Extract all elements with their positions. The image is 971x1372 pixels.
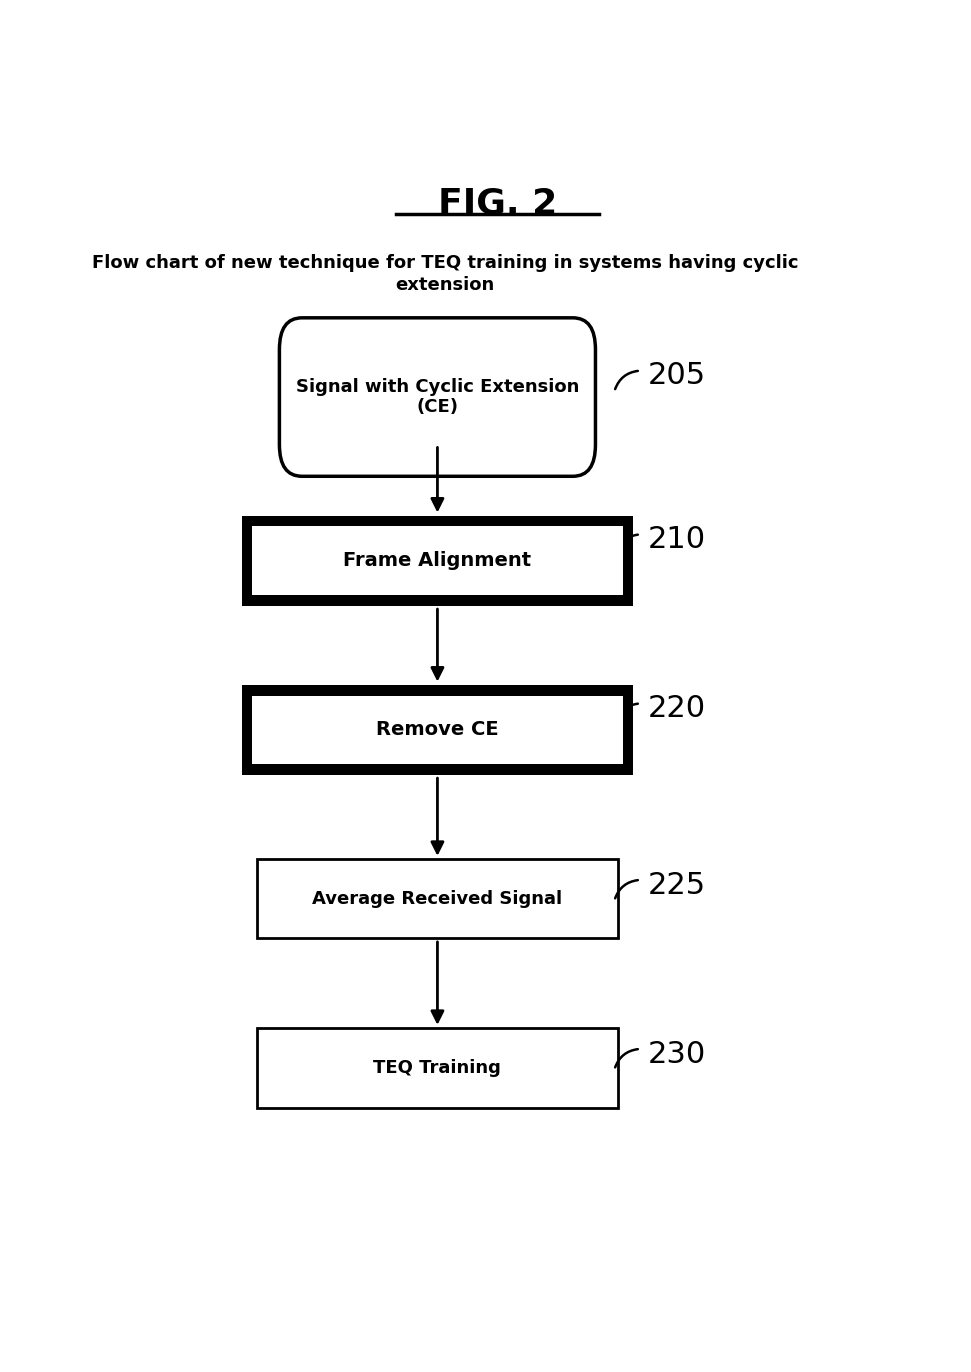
Text: TEQ Training: TEQ Training xyxy=(374,1059,501,1077)
Text: Signal with Cyclic Extension
(CE): Signal with Cyclic Extension (CE) xyxy=(296,377,579,417)
Text: 210: 210 xyxy=(649,525,706,554)
Text: 230: 230 xyxy=(649,1040,706,1069)
Text: 225: 225 xyxy=(649,871,706,900)
FancyBboxPatch shape xyxy=(251,696,623,764)
Text: extension: extension xyxy=(395,276,494,294)
FancyBboxPatch shape xyxy=(242,516,633,605)
Text: Flow chart of new technique for TEQ training in systems having cyclic: Flow chart of new technique for TEQ trai… xyxy=(91,254,798,272)
Text: FIG. 2: FIG. 2 xyxy=(438,187,557,221)
FancyBboxPatch shape xyxy=(257,859,619,938)
Text: 220: 220 xyxy=(649,694,706,723)
FancyBboxPatch shape xyxy=(242,685,633,775)
Text: Frame Alignment: Frame Alignment xyxy=(344,552,531,571)
Text: 205: 205 xyxy=(649,361,706,391)
Text: Average Received Signal: Average Received Signal xyxy=(313,890,562,908)
Text: Remove CE: Remove CE xyxy=(376,720,499,740)
FancyBboxPatch shape xyxy=(257,1028,619,1107)
FancyBboxPatch shape xyxy=(280,318,595,476)
FancyBboxPatch shape xyxy=(251,527,623,595)
